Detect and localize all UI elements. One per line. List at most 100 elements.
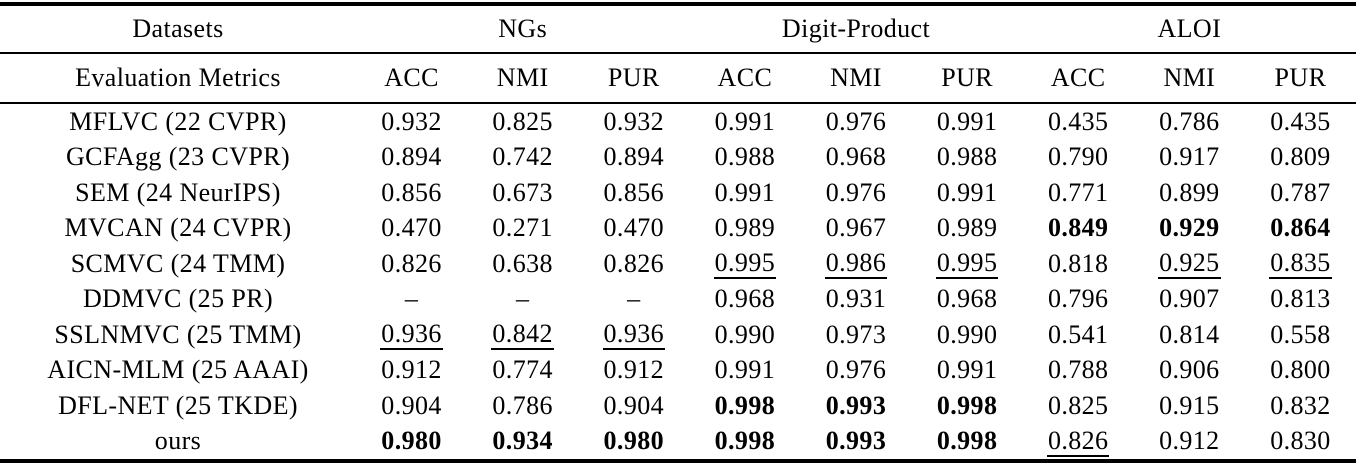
metric-value: 0.435 xyxy=(1270,106,1331,136)
metric-value-cell: 0.989 xyxy=(912,211,1023,247)
table-row: SSLNMVC (25 TMM) 0.936 0.842 0.936 0.990 0.97… xyxy=(0,317,1356,353)
metric-header-acc: ACC xyxy=(356,53,468,104)
metric-value: 0.989 xyxy=(936,213,998,243)
metric-value-cell: 0.800 xyxy=(1245,353,1356,389)
metric-value: 0.932 xyxy=(381,106,442,136)
metric-value-cell: 0.973 xyxy=(800,317,911,353)
metric-value: 0.541 xyxy=(1047,319,1109,349)
method-name: ours xyxy=(154,426,202,456)
metric-value: 0.932 xyxy=(603,106,665,136)
metric-value: 0.790 xyxy=(1047,142,1109,172)
metric-value-cell: 0.932 xyxy=(578,103,689,140)
metric-value-cell: 0.832 xyxy=(1245,388,1356,424)
metric-value-cell: 0.986 xyxy=(800,246,911,282)
metric-value-cell: 0.917 xyxy=(1134,140,1245,176)
metric-value: 0.826 xyxy=(1046,426,1110,457)
metric-value: 0.991 xyxy=(714,177,776,207)
group-header-ngs: NGs xyxy=(356,4,690,54)
metric-value: 0.787 xyxy=(1270,177,1331,207)
metric-value-cell: 0.998 xyxy=(912,388,1023,424)
metric-value: 0.989 xyxy=(714,213,776,243)
metric-value: 0.800 xyxy=(1270,355,1331,385)
method-name: MFLVC (22 CVPR) xyxy=(69,106,287,136)
table-row: DDMVC (25 PR) – – – 0.968 0.931 0.968 0.796 0.90… xyxy=(0,282,1356,318)
group-header-digit-product: Digit-Product xyxy=(689,4,1023,54)
metric-value-cell: 0.856 xyxy=(356,175,467,211)
metric-value: 0.917 xyxy=(1159,142,1220,172)
metric-value-cell: 0.825 xyxy=(1023,388,1134,424)
metric-value: 0.995 xyxy=(713,249,777,280)
metric-value-cell: – xyxy=(578,282,689,318)
metric-value-cell: 0.673 xyxy=(467,175,578,211)
metric-value-cell: 0.790 xyxy=(1023,140,1134,176)
metric-value: 0.673 xyxy=(492,177,553,207)
metric-value: 0.818 xyxy=(1047,248,1109,278)
group-header-aloi: ALOI xyxy=(1022,4,1356,54)
metric-value-cell: 0.771 xyxy=(1023,175,1134,211)
metric-value-cell: 0.991 xyxy=(689,175,800,211)
metric-value-cell: 0.991 xyxy=(912,353,1023,389)
metric-value-cell: 0.774 xyxy=(467,353,578,389)
metric-value-cell: 0.915 xyxy=(1134,388,1245,424)
table-row: GCFAgg (23 CVPR) 0.894 0.742 0.894 0.988 0.96… xyxy=(0,140,1356,176)
metric-value-cell: 0.932 xyxy=(356,103,467,140)
metric-value-cell: 0.906 xyxy=(1134,353,1245,389)
metric-value-cell: 0.995 xyxy=(912,246,1023,282)
metric-value: 0.991 xyxy=(936,177,998,207)
table-body: MFLVC (22 CVPR) 0.932 0.825 0.932 0.991 0.976… xyxy=(0,103,1356,461)
metric-value-cell: 0.988 xyxy=(912,140,1023,176)
metric-value-cell: 0.742 xyxy=(467,140,578,176)
metric-value-cell: 0.936 xyxy=(578,317,689,353)
metric-value: 0.991 xyxy=(936,106,998,136)
method-name: GCFAgg (23 CVPR) xyxy=(65,142,291,172)
metric-value-cell: 0.989 xyxy=(689,211,800,247)
table-row: SCMVC (24 TMM) 0.826 0.638 0.826 0.995 0.986 0… xyxy=(0,246,1356,282)
metric-value: 0.967 xyxy=(825,213,887,243)
metric-value: 0.934 xyxy=(492,426,553,456)
table-row: SEM (24 NeurIPS) 0.856 0.673 0.856 0.991 0.97… xyxy=(0,175,1356,211)
metric-value-cell: 0.842 xyxy=(467,317,578,353)
metric-value: 0.993 xyxy=(825,390,887,420)
metric-value: 0.470 xyxy=(381,213,442,243)
metric-value: 0.988 xyxy=(936,142,998,172)
metric-value: 0.796 xyxy=(1047,284,1109,314)
metric-value: 0.998 xyxy=(936,426,998,456)
metric-value-cell: 0.976 xyxy=(800,103,911,140)
metric-header-pur: PUR xyxy=(911,53,1023,104)
metric-value-cell: 0.786 xyxy=(1134,103,1245,140)
metric-value: 0.825 xyxy=(1047,390,1109,420)
metric-value: 0.832 xyxy=(1270,390,1331,420)
metric-value: 0.864 xyxy=(1270,213,1331,243)
metric-header-pur: PUR xyxy=(578,53,690,104)
metric-value: 0.973 xyxy=(825,319,887,349)
metric-value: 0.915 xyxy=(1159,390,1220,420)
metric-value-cell: 0.904 xyxy=(578,388,689,424)
metric-value-cell: 0.990 xyxy=(689,317,800,353)
metric-value: – xyxy=(627,284,641,314)
metric-value-cell: 0.980 xyxy=(356,424,467,462)
table-header: Datasets NGs Digit-Product ALOI Evaluati… xyxy=(0,4,1356,104)
metric-value-cell: 0.271 xyxy=(467,211,578,247)
metric-value: 0.470 xyxy=(603,213,665,243)
metric-value-cell: 0.993 xyxy=(800,424,911,462)
metric-value-cell: – xyxy=(467,282,578,318)
metric-value: 0.774 xyxy=(492,355,553,385)
metric-value: 0.968 xyxy=(714,284,776,314)
metric-value-cell: 0.825 xyxy=(467,103,578,140)
metric-value: 0.835 xyxy=(1269,249,1332,280)
metric-value-cell: 0.435 xyxy=(1245,103,1356,140)
metric-value: 0.991 xyxy=(936,355,998,385)
metric-value: 0.786 xyxy=(1159,106,1220,136)
metric-value: 0.813 xyxy=(1270,284,1331,314)
metric-value: 0.826 xyxy=(603,248,665,278)
metric-value: 0.271 xyxy=(492,213,553,243)
metric-value-cell: 0.835 xyxy=(1245,246,1356,282)
metric-value-cell: 0.818 xyxy=(1023,246,1134,282)
metric-value-cell: 0.849 xyxy=(1023,211,1134,247)
metric-value-cell: 0.998 xyxy=(689,388,800,424)
metric-value-cell: 0.968 xyxy=(912,282,1023,318)
metric-value-cell: 0.988 xyxy=(689,140,800,176)
metric-value-cell: 0.470 xyxy=(578,211,689,247)
metric-value: 0.856 xyxy=(603,177,665,207)
table-row: MFLVC (22 CVPR) 0.932 0.825 0.932 0.991 0.976… xyxy=(0,103,1356,140)
